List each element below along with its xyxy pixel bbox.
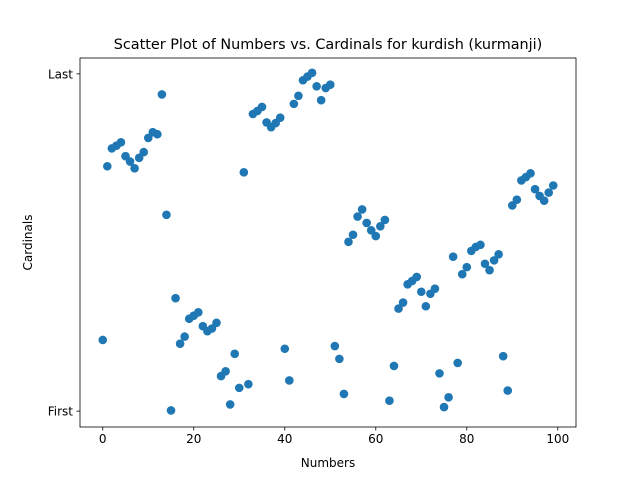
data-point xyxy=(257,102,267,112)
data-point xyxy=(275,113,285,122)
x-tick-label: 0 xyxy=(99,432,107,446)
data-point xyxy=(548,181,558,190)
data-point xyxy=(348,230,358,240)
x-tick-label: 100 xyxy=(546,432,569,446)
data-point xyxy=(394,304,403,313)
data-point xyxy=(157,90,167,99)
data-point xyxy=(207,324,217,333)
data-point xyxy=(230,349,240,359)
data-point xyxy=(125,157,135,166)
data-point xyxy=(489,256,499,265)
data-point xyxy=(376,222,385,231)
data-point xyxy=(171,293,180,303)
data-point xyxy=(444,393,453,402)
data-point xyxy=(453,358,462,368)
data-point xyxy=(389,361,399,371)
data-point xyxy=(175,339,185,348)
axis-ticks: 0 20 40 60 80 100 First Last xyxy=(48,67,570,446)
data-point xyxy=(162,210,171,220)
data-point xyxy=(153,129,162,139)
data-point xyxy=(485,265,494,275)
data-point xyxy=(439,402,449,412)
data-point xyxy=(194,308,203,317)
data-point xyxy=(335,354,344,364)
data-point xyxy=(116,138,126,147)
data-point xyxy=(98,335,108,345)
data-point xyxy=(357,205,367,214)
x-tick-label: 20 xyxy=(186,432,201,446)
data-point xyxy=(457,269,467,279)
data-point xyxy=(462,262,472,272)
data-point xyxy=(371,231,381,241)
data-point xyxy=(344,237,353,247)
data-point xyxy=(503,386,513,395)
data-point xyxy=(526,169,535,178)
data-point xyxy=(385,396,394,405)
data-point xyxy=(316,95,326,105)
data-point xyxy=(143,133,153,143)
data-point xyxy=(416,287,426,297)
data-point xyxy=(212,318,221,328)
data-point xyxy=(312,82,321,91)
y-tick-label: First xyxy=(48,405,74,419)
data-point xyxy=(380,215,390,225)
data-point xyxy=(421,301,431,311)
x-tick-label: 60 xyxy=(368,432,383,446)
data-point xyxy=(512,195,522,204)
data-point xyxy=(539,196,549,205)
x-axis-label: Numbers xyxy=(301,456,355,470)
plot-frame xyxy=(79,57,577,428)
data-point xyxy=(480,259,490,269)
data-point xyxy=(244,379,253,389)
data-point xyxy=(103,161,112,171)
data-point xyxy=(544,188,553,197)
x-tick-label: 40 xyxy=(277,432,292,446)
data-point xyxy=(362,218,371,228)
data-point xyxy=(307,68,317,78)
data-point xyxy=(139,147,149,157)
data-point xyxy=(285,376,294,385)
y-axis-label: Cardinals xyxy=(21,215,35,271)
data-point xyxy=(498,351,508,361)
data-points xyxy=(98,68,558,415)
data-point xyxy=(435,369,444,378)
data-point xyxy=(180,332,189,341)
data-point xyxy=(353,212,362,221)
data-point xyxy=(448,252,458,261)
data-point xyxy=(130,164,139,173)
data-point xyxy=(134,153,144,163)
data-point xyxy=(280,344,290,354)
data-point xyxy=(339,389,349,399)
data-point xyxy=(166,406,176,415)
data-point xyxy=(476,240,485,250)
data-point xyxy=(530,184,540,194)
data-point xyxy=(234,383,244,393)
data-point xyxy=(239,168,249,177)
y-tick-label: Last xyxy=(48,67,73,81)
data-point xyxy=(325,80,335,89)
x-tick-label: 80 xyxy=(459,432,474,446)
data-point xyxy=(494,250,503,259)
data-point xyxy=(330,341,340,351)
data-point xyxy=(366,226,376,235)
data-point xyxy=(398,298,408,307)
data-point xyxy=(289,99,299,109)
data-point xyxy=(294,91,303,101)
data-point xyxy=(430,284,440,294)
data-point xyxy=(225,400,235,409)
data-point xyxy=(221,367,230,376)
data-point xyxy=(507,201,517,210)
data-point xyxy=(412,272,422,282)
chart-title: Scatter Plot of Numbers vs. Cardinals fo… xyxy=(114,37,543,53)
